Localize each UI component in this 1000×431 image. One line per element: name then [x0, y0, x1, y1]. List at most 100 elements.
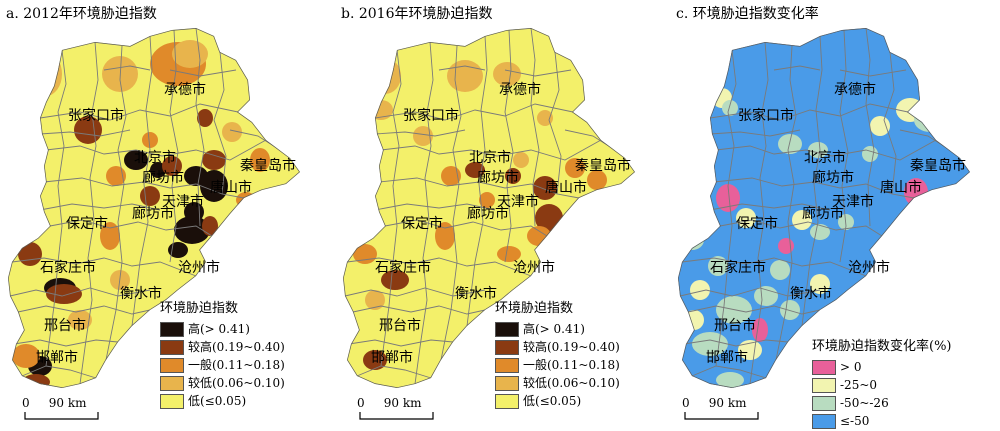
district-border [438, 65, 486, 71]
scale-line [24, 412, 99, 420]
district-patch [369, 58, 401, 94]
region-shape [343, 28, 635, 388]
district-border [548, 51, 562, 195]
district-patch [505, 168, 521, 184]
district-border [380, 139, 602, 161]
city-label: 邢台市 [379, 317, 421, 334]
city-label: 唐山市 [880, 179, 922, 196]
district-patch [716, 372, 744, 388]
district-border [213, 51, 227, 195]
city-label: 邯郸市 [706, 349, 748, 366]
legend: 环境胁迫指数 高(> 0.41) 较高(0.19~0.40) 一般(0.11~0… [160, 300, 285, 410]
district-border [801, 35, 823, 327]
legend-swatch [160, 339, 184, 355]
district-patch [537, 110, 553, 126]
district-patch [465, 162, 485, 178]
legend-swatch [812, 395, 836, 411]
scale-value: 90 [383, 396, 399, 410]
district-border [79, 41, 99, 385]
district-patch [752, 318, 768, 342]
district-patch [513, 152, 529, 168]
legend-item: 高(> 0.41) [495, 320, 620, 338]
district-patch [780, 300, 800, 320]
district-patch [493, 62, 521, 86]
city-label: 廊坊市 [812, 169, 854, 186]
district-border [713, 177, 915, 199]
region-outline [678, 28, 970, 388]
city-label: 石家庄市 [375, 259, 431, 276]
district-patch [810, 274, 830, 294]
district-patch [870, 116, 890, 136]
district-border [504, 69, 572, 77]
city-label: 北京市 [134, 149, 176, 166]
district-border [466, 35, 488, 327]
scale-bar: 0 90 km [357, 396, 421, 410]
district-patch [736, 208, 756, 228]
scale-unit: km [402, 396, 422, 410]
legend-swatch [495, 339, 519, 355]
district-patch [778, 134, 802, 154]
legend-item: 高(> 0.41) [160, 320, 285, 338]
legend-swatch [812, 413, 836, 429]
district-patch [18, 242, 42, 266]
city-label: 秦皇岛市 [575, 157, 631, 174]
scale-unit: km [727, 396, 747, 410]
city-label: 北京市 [804, 149, 846, 166]
district-border [105, 45, 127, 361]
district-border [45, 139, 267, 161]
district-border [773, 65, 821, 71]
district-border [352, 305, 486, 315]
district-border [384, 219, 548, 237]
scale-zero: 0 [682, 396, 690, 410]
legend-swatch [495, 393, 519, 409]
district-border [440, 45, 462, 361]
city-label: 保定市 [401, 215, 443, 232]
city-label: 衡水市 [455, 285, 497, 302]
district-patch [142, 132, 158, 148]
district-patch [413, 126, 433, 146]
district-patch [497, 246, 521, 262]
district-border [39, 129, 131, 137]
legend-swatch [812, 377, 836, 393]
district-border [103, 65, 151, 71]
district-border [39, 203, 161, 211]
district-patch [435, 222, 455, 250]
legend-item: 一般(0.11~0.18) [160, 356, 285, 374]
city-label: 天津市 [497, 193, 539, 210]
city-label: 石家庄市 [40, 259, 96, 276]
city-label: 邢台市 [44, 317, 86, 334]
district-patch [738, 340, 762, 360]
scale-line [359, 412, 434, 420]
district-border [504, 29, 514, 263]
legend-item: 较低(0.06~0.10) [495, 374, 620, 392]
legend-swatch [160, 321, 184, 337]
scale-value: 90 [708, 396, 724, 410]
district-border [9, 287, 151, 297]
district-patch [222, 122, 242, 142]
city-label: 廊坊市 [467, 205, 509, 222]
legend-item: 较高(0.19~0.40) [495, 338, 620, 356]
legend-item: -50~-26 [812, 394, 952, 412]
district-patch [202, 216, 218, 236]
district-border [414, 41, 434, 385]
region-fill [678, 28, 970, 388]
panel-change-rate: c. 环境胁迫指数变化率 张家口市 承德市 北京市 秦皇岛市 廊坊市 唐山市 天津市 保定市廊… [670, 0, 1000, 431]
district-patch [696, 58, 724, 98]
district-border [709, 103, 909, 121]
city-label: 唐山市 [210, 179, 252, 196]
panel-title: a. 2012年环境胁迫指数 [6, 6, 157, 22]
city-label: 邯郸市 [36, 349, 78, 366]
legend-swatch [160, 393, 184, 409]
city-label: 秦皇岛市 [240, 157, 296, 174]
scale-value: 90 [48, 396, 64, 410]
city-label: 承德市 [834, 81, 876, 98]
district-patch [381, 270, 409, 290]
legend-item: > 0 [812, 358, 952, 376]
city-label: 秦皇岛市 [910, 157, 966, 174]
legend: 环境胁迫指数 高(> 0.41) 较高(0.19~0.40) 一般(0.11~0… [495, 300, 620, 410]
legend-swatch [495, 357, 519, 373]
district-border [39, 103, 239, 121]
